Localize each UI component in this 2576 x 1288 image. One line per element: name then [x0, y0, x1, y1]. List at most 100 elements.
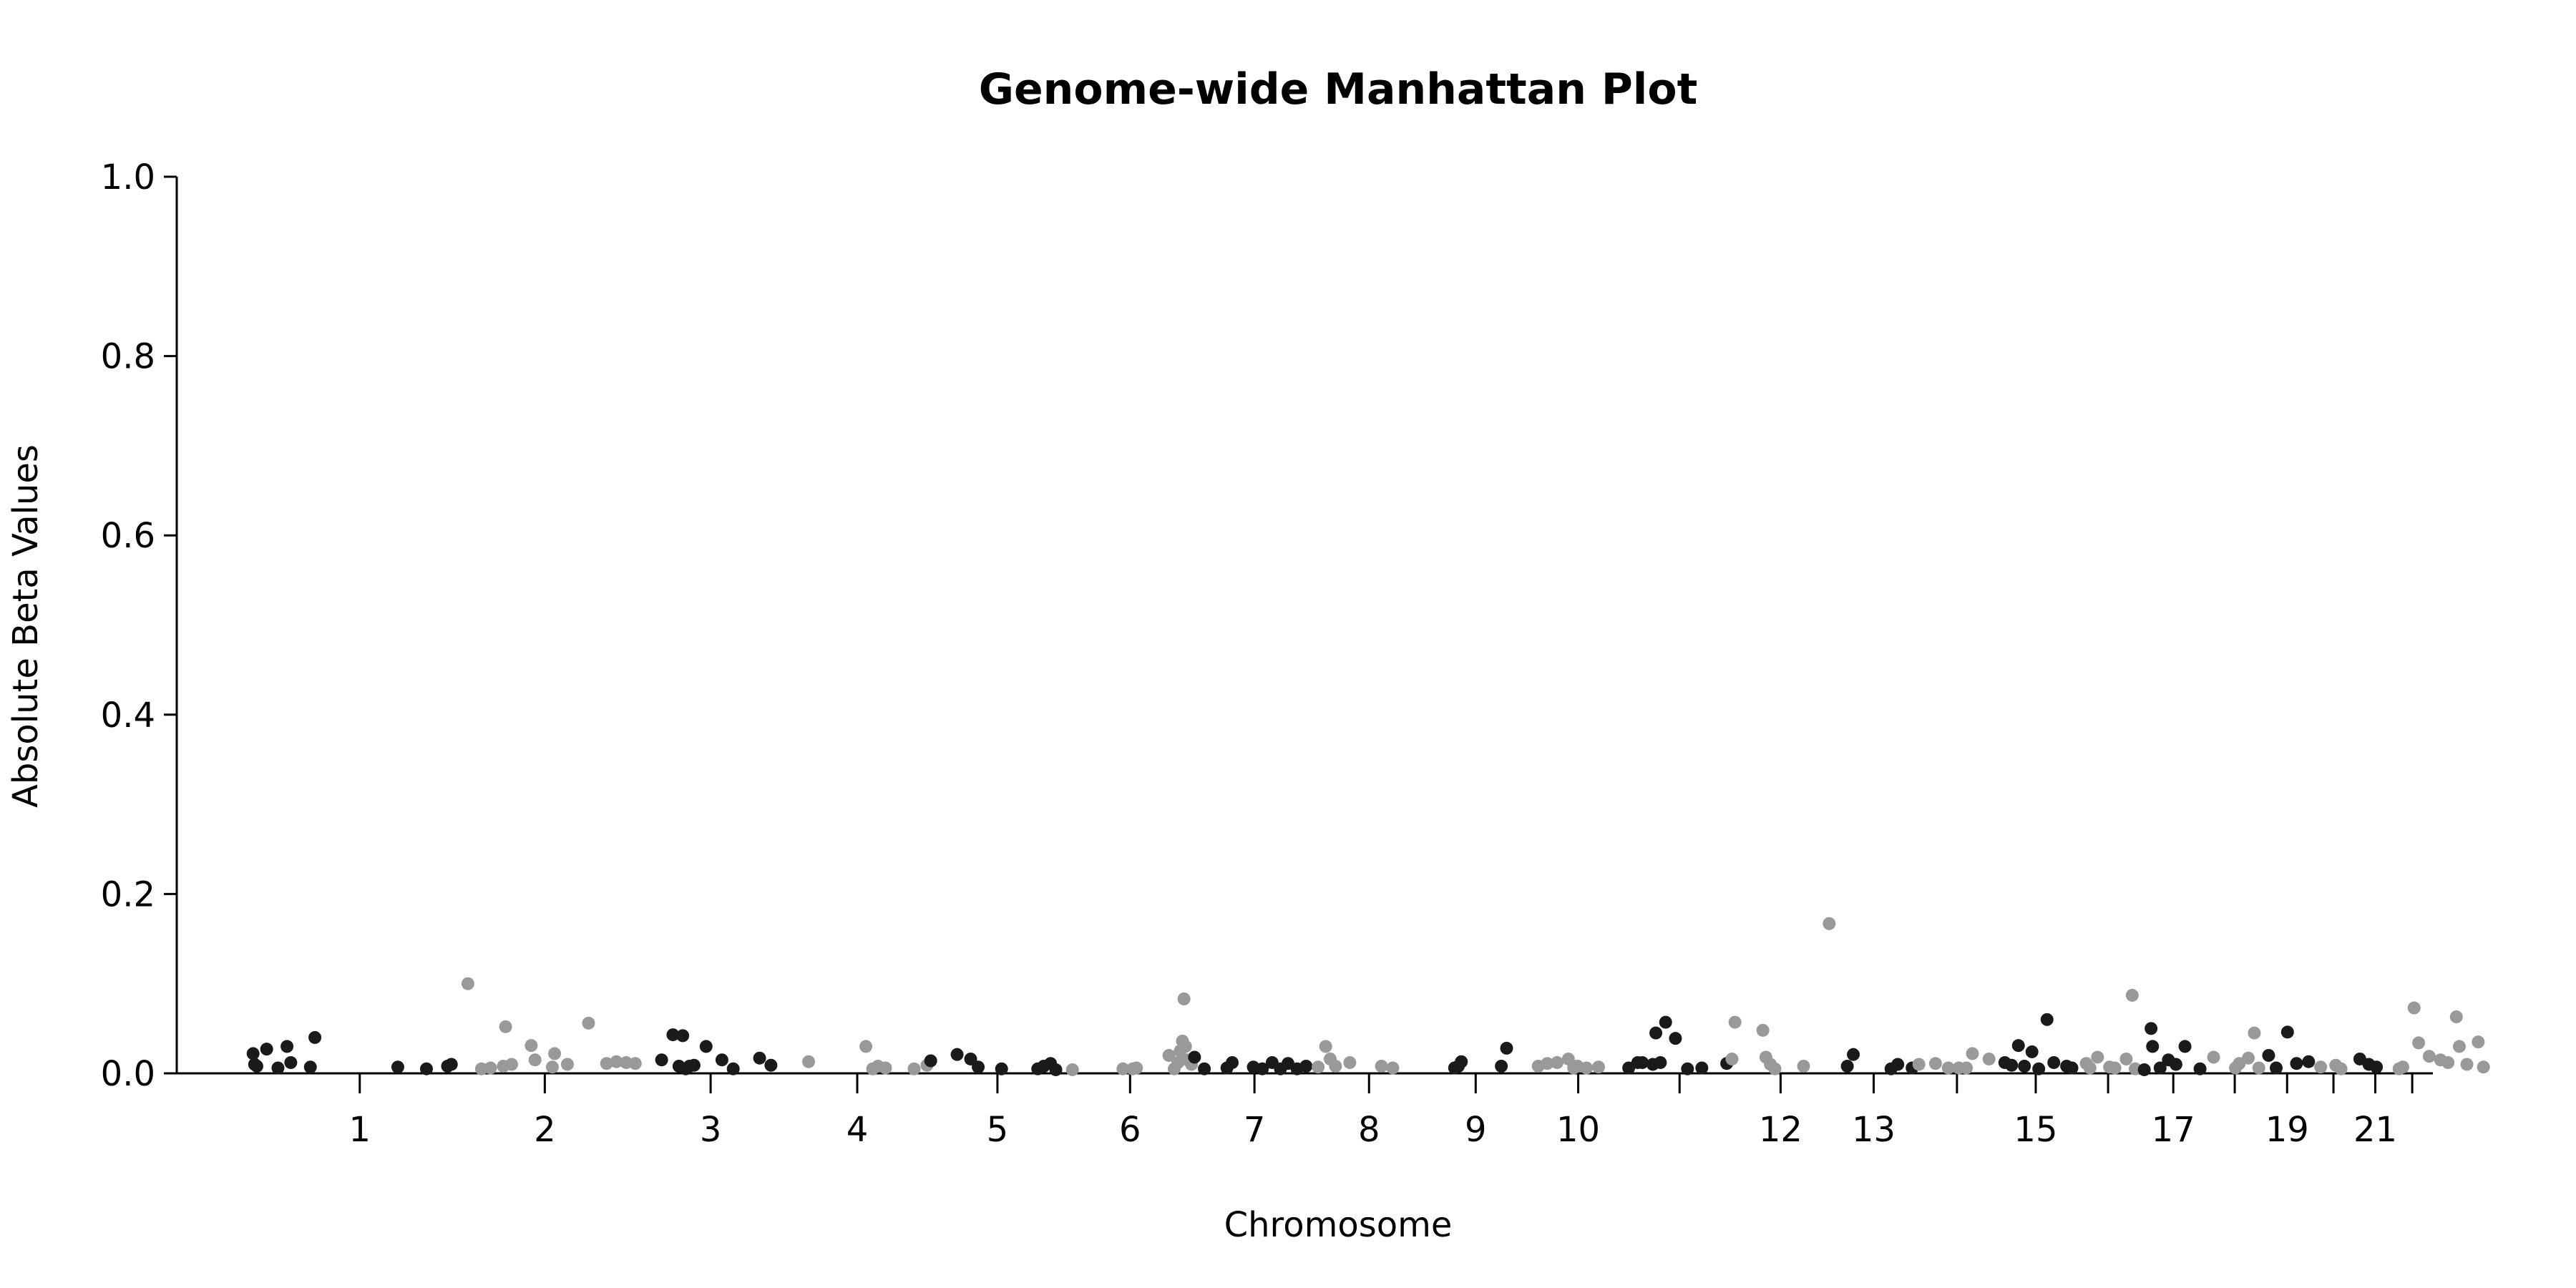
- data-point: [419, 1062, 433, 1075]
- data-point: [1171, 1055, 1185, 1069]
- data-point: [2452, 1040, 2466, 1053]
- x-tick-label: 5: [987, 1110, 1009, 1150]
- data-point: [545, 1060, 559, 1074]
- data-point: [2422, 1050, 2436, 1063]
- data-point: [2477, 1060, 2490, 1074]
- data-point: [499, 1020, 512, 1033]
- data-point: [1912, 1058, 1926, 1071]
- data-point: [280, 1040, 294, 1053]
- data-point: [2119, 1052, 2133, 1065]
- data-point: [859, 1040, 873, 1053]
- data-point: [924, 1054, 937, 1068]
- data-point: [1891, 1058, 1905, 1071]
- data-point: [2145, 1022, 2158, 1035]
- x-tick-label: 1: [348, 1110, 371, 1150]
- data-point: [1797, 1059, 1810, 1073]
- x-axis-label: Chromosome: [1224, 1205, 1453, 1245]
- data-point: [753, 1051, 766, 1065]
- data-point: [1386, 1061, 1400, 1075]
- data-point: [284, 1055, 298, 1069]
- x-tick-label: 12: [1759, 1110, 1802, 1150]
- data-point: [1116, 1062, 1130, 1075]
- data-point: [1840, 1059, 1854, 1073]
- data-point: [560, 1058, 574, 1071]
- y-tick-label: 0.8: [101, 337, 155, 377]
- data-point: [1681, 1062, 1694, 1075]
- data-point: [2153, 1061, 2167, 1075]
- data-point: [600, 1057, 613, 1070]
- data-point: [995, 1062, 1008, 1075]
- data-point: [2040, 1013, 2054, 1026]
- data-point: [528, 1053, 542, 1067]
- x-tick-label: 3: [700, 1110, 722, 1150]
- data-point: [582, 1016, 595, 1030]
- data-point: [2125, 988, 2139, 1002]
- data-point: [2290, 1057, 2303, 1070]
- x-tick-label: 10: [1556, 1110, 1600, 1150]
- data-point: [1580, 1061, 1594, 1075]
- data-point: [1695, 1061, 1709, 1075]
- data-point: [2025, 1045, 2039, 1058]
- data-point: [2270, 1061, 2283, 1075]
- data-point: [525, 1039, 538, 1053]
- data-point: [2302, 1055, 2316, 1068]
- data-point: [1756, 1023, 1770, 1037]
- chart-title: Genome-wide Manhattan Plot: [979, 64, 1698, 114]
- data-point: [2242, 1051, 2255, 1065]
- data-point: [1669, 1032, 1682, 1045]
- data-point: [1649, 1026, 1663, 1040]
- data-point: [764, 1058, 778, 1072]
- data-point: [2169, 1058, 2182, 1071]
- data-point: [655, 1053, 668, 1067]
- data-point: [2018, 1059, 2031, 1073]
- data-point: [2334, 1062, 2348, 1075]
- x-tick-label: 17: [2152, 1110, 2195, 1150]
- data-point: [964, 1052, 977, 1065]
- y-tick-label: 0.6: [101, 516, 155, 556]
- data-point: [1312, 1060, 1325, 1074]
- data-point: [2441, 1055, 2455, 1069]
- data-point: [2137, 1063, 2151, 1076]
- data-point: [1256, 1062, 1269, 1075]
- data-point: [1659, 1015, 1672, 1029]
- data-point: [1455, 1055, 1468, 1068]
- data-point: [2412, 1036, 2426, 1050]
- data-point: [628, 1057, 642, 1070]
- data-point: [2065, 1061, 2079, 1075]
- x-tick-label: 19: [2265, 1110, 2309, 1150]
- data-point: [2011, 1039, 2025, 1053]
- data-points: [246, 917, 2490, 1076]
- y-tick-label: 0.4: [101, 696, 155, 736]
- data-point: [1941, 1061, 1955, 1075]
- data-point: [1823, 917, 1836, 930]
- data-point: [666, 1028, 680, 1042]
- data-point: [879, 1061, 892, 1075]
- x-tick-label: 13: [1852, 1110, 1896, 1150]
- data-point: [1049, 1063, 1063, 1076]
- data-point: [2252, 1061, 2265, 1075]
- data-point: [1130, 1061, 1143, 1075]
- data-point: [1966, 1047, 1979, 1060]
- data-point: [1541, 1057, 1554, 1070]
- x-tick-label: 4: [847, 1110, 869, 1150]
- data-point: [1654, 1055, 1667, 1069]
- data-point: [2146, 1040, 2160, 1053]
- x-tick-label: 8: [1358, 1110, 1380, 1150]
- data-point: [308, 1030, 322, 1044]
- data-point: [548, 1047, 562, 1060]
- data-point: [1162, 1048, 1176, 1062]
- data-point: [444, 1058, 458, 1071]
- data-point: [250, 1059, 263, 1073]
- data-point: [1343, 1055, 1357, 1069]
- data-point: [1500, 1041, 1513, 1055]
- data-point: [260, 1043, 273, 1056]
- data-point: [1177, 992, 1191, 1006]
- data-point: [1188, 1050, 1201, 1064]
- data-point: [1551, 1055, 1564, 1069]
- x-tick-label: 21: [2353, 1110, 2397, 1150]
- y-axis-label: Absolute Beta Values: [6, 444, 46, 808]
- data-point: [1592, 1060, 1606, 1074]
- data-point: [2178, 1040, 2192, 1053]
- data-point: [271, 1061, 285, 1075]
